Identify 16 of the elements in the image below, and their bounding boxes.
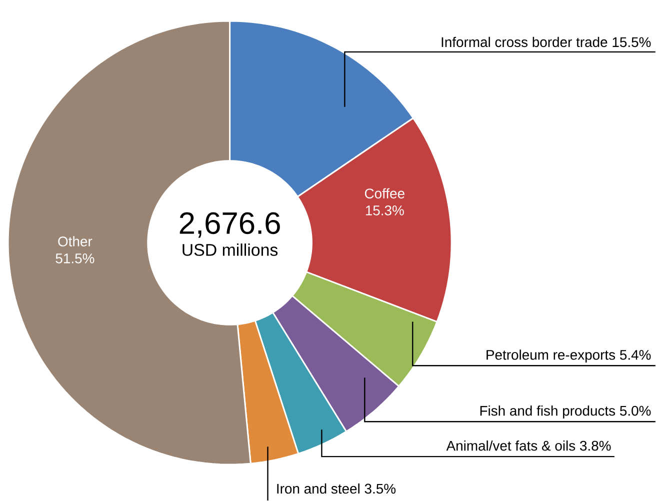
data-label: 51.5% [56, 253, 94, 264]
slice-label: Animal/vet fats & oils [446, 440, 576, 451]
data-label: 15.3% [366, 205, 404, 216]
data-label: 15.5% [612, 37, 651, 48]
slice-label: Informal cross border trade [442, 36, 608, 48]
slice-label: Iron and steel [277, 483, 360, 494]
slice-label: Other [58, 236, 92, 246]
slice-label: Fish and fish products [480, 405, 616, 418]
slice-label: Coffee [364, 188, 404, 198]
data-label: 3.8% [580, 440, 611, 451]
data-label: 5.4% [620, 350, 651, 360]
slice-label: Petroleum re-exports [486, 349, 616, 362]
text: USD millions [182, 243, 278, 256]
data-label: 5.0% [620, 406, 651, 416]
text: 2,676.6 [180, 212, 280, 238]
data-label: 3.5% [364, 484, 396, 494]
